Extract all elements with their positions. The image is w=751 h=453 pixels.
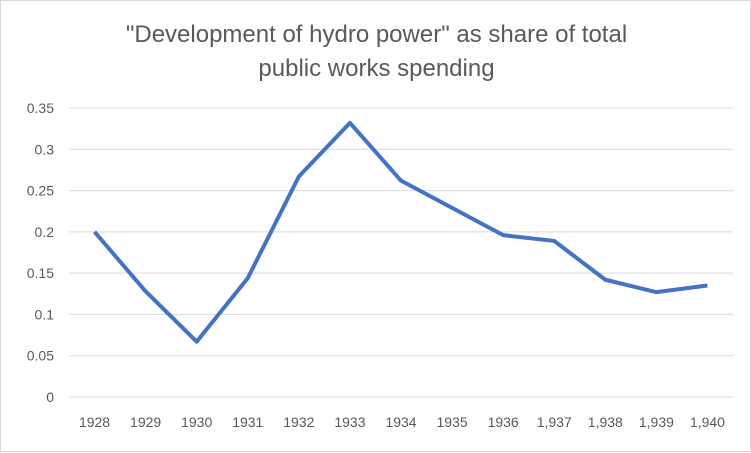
x-tick-label: 1,940 (690, 414, 725, 430)
x-tick-label: 1929 (130, 414, 161, 430)
x-tick-label: 1932 (283, 414, 314, 430)
y-tick-label: 0.35 (27, 100, 54, 116)
x-tick-label: 1,939 (639, 414, 674, 430)
y-tick-label: 0.1 (35, 306, 55, 322)
y-tick-label: 0.15 (27, 265, 54, 281)
y-tick-label: 0 (46, 389, 54, 405)
y-tick-label: 0.3 (35, 141, 55, 157)
y-tick-label: 0.05 (27, 348, 54, 364)
x-tick-label: 1931 (232, 414, 263, 430)
x-tick-label: 1934 (385, 414, 416, 430)
x-tick-label: 1,938 (588, 414, 623, 430)
x-tick-label: 1,937 (537, 414, 572, 430)
x-tick-label: 1935 (436, 414, 467, 430)
x-tick-label: 1930 (181, 414, 212, 430)
x-tick-label: 1933 (334, 414, 365, 430)
x-tick-label: 1936 (488, 414, 519, 430)
y-tick-label: 0.2 (35, 224, 55, 240)
y-tick-label: 0.25 (27, 183, 54, 199)
x-tick-label: 1928 (79, 414, 110, 430)
